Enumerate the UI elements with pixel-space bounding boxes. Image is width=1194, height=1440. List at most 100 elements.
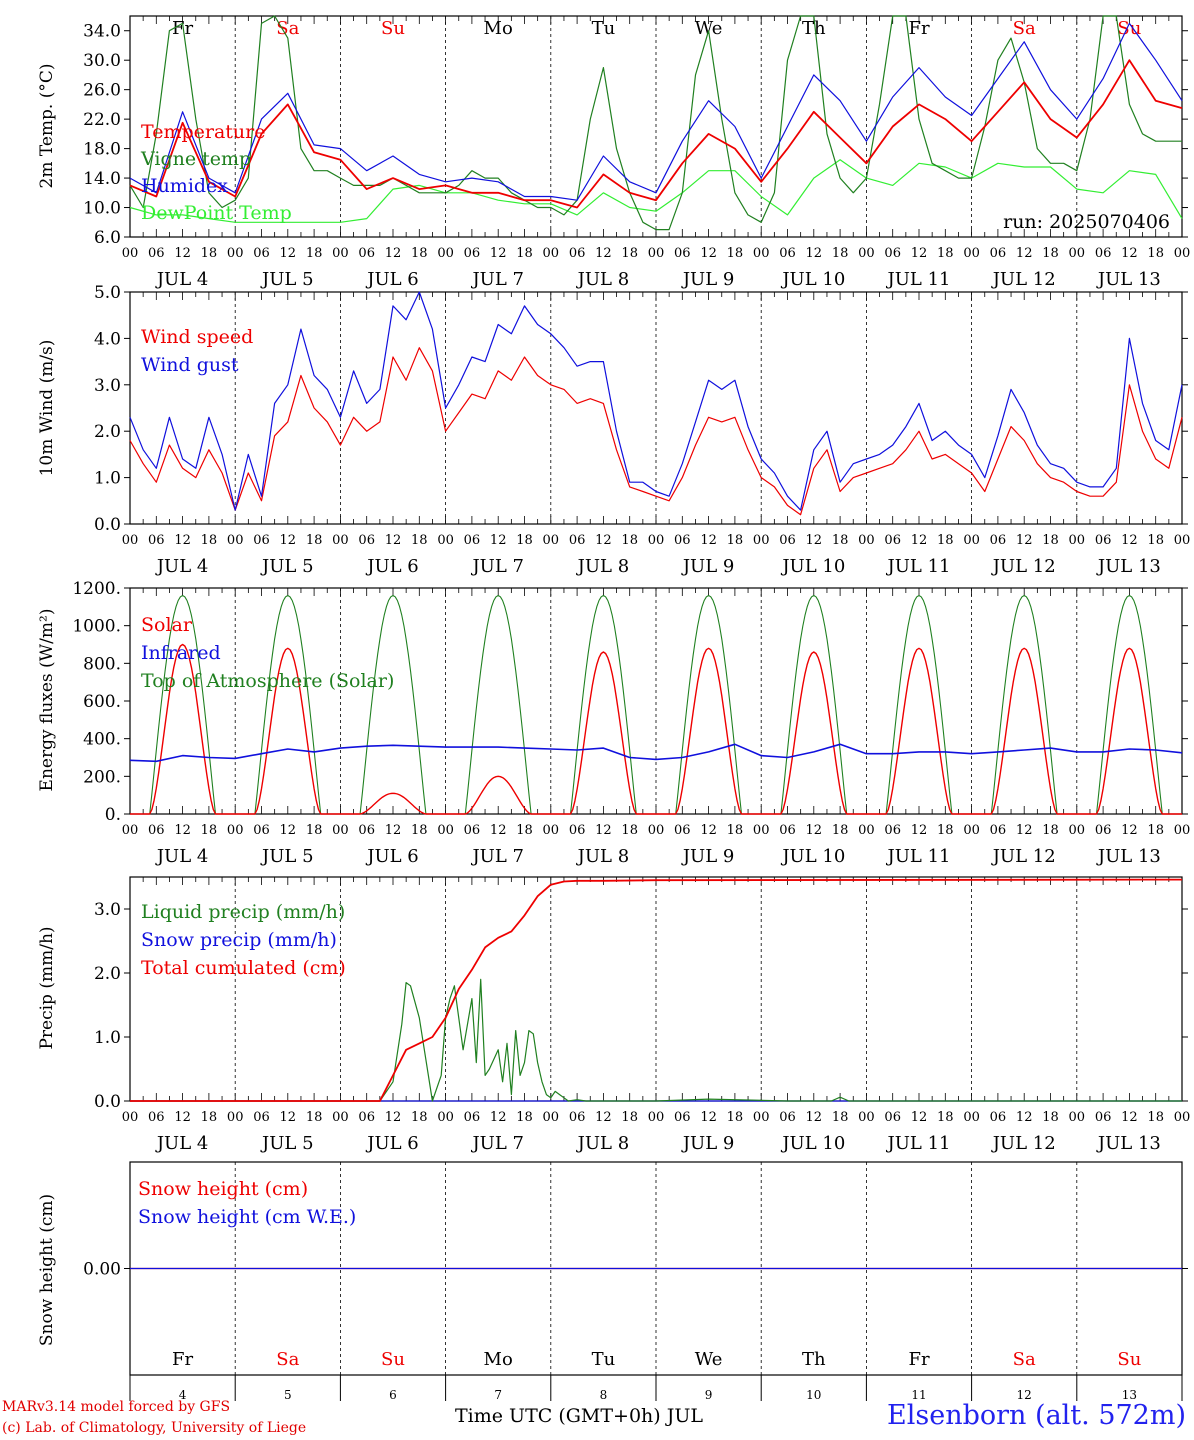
hour-label: 00 [437,533,454,548]
hour-label: 18 [832,246,849,261]
weekday-label: Sa [1013,18,1036,39]
hour-label: 06 [990,1110,1007,1125]
hour-label: 18 [937,1110,954,1125]
legend-entry: Snow height (cm) [138,1178,308,1200]
day-date-label: JUL 9 [681,269,735,290]
hour-label: 00 [963,823,980,838]
hour-label: 06 [779,823,796,838]
day-date-label: JUL 9 [681,556,735,577]
day-date-label: JUL 6 [365,1133,419,1154]
y-tick-label: 18.0 [83,140,121,160]
day-date-label: JUL 12 [991,556,1056,577]
hour-label: 00 [543,823,560,838]
hour-label: 06 [253,1110,270,1125]
legend-entry: Humidex [141,175,228,197]
day-date-label: JUL 11 [886,846,951,867]
day-date-label: JUL 5 [260,846,314,867]
day-date-label: JUL 12 [991,846,1056,867]
hour-label: 00 [753,246,770,261]
hour-label: 18 [516,246,533,261]
hour-label: 06 [464,246,481,261]
legend-entry: DewPoint Temp [141,202,292,224]
hour-label: 18 [832,823,849,838]
hour-label: 00 [1174,823,1191,838]
y-tick-label: 200. [83,767,121,787]
hour-label: 18 [727,1110,744,1125]
day-date-label: JUL 8 [576,556,630,577]
weekday-label: Tu [592,18,616,39]
hour-label: 18 [1147,1110,1164,1125]
hour-label: 18 [1042,246,1059,261]
hour-label: 00 [1069,823,1086,838]
y-tick-label: 600. [83,692,121,712]
hour-label: 06 [358,246,375,261]
hour-label: 00 [227,246,244,261]
hour-label: 12 [385,533,402,548]
hour-label: 12 [174,1110,191,1125]
hour-label: 06 [1095,533,1112,548]
y-tick-label: 800. [83,654,121,674]
hour-label: 00 [122,1110,139,1125]
legend-entry: Snow height (cm W.E.) [138,1206,356,1228]
y-tick-label: 2.0 [94,964,121,984]
hour-label: 00 [963,246,980,261]
day-number-label: 4 [179,1388,187,1402]
series-dewpoint-temp [129,159,1183,223]
y-tick-label: 400. [83,730,121,750]
hour-label: 00 [227,533,244,548]
hour-label: 06 [464,1110,481,1125]
y-axis-label: Precip (mm/h) [37,926,57,1049]
hour-label: 12 [280,246,297,261]
hour-label: 00 [332,823,349,838]
series-temperature [129,59,1183,209]
hour-label: 12 [174,823,191,838]
hour-label: 18 [516,1110,533,1125]
y-tick-label: 0.00 [83,1260,121,1280]
hour-label: 18 [411,246,428,261]
hour-label: 18 [306,1110,323,1125]
station-name: Elsenborn (alt. 572m) [887,1400,1186,1431]
day-date-label: JUL 7 [470,556,524,577]
hour-label: 12 [700,533,717,548]
hour-label: 12 [806,823,823,838]
y-axis-label: Snow height (cm) [37,1194,57,1346]
hour-label: 12 [490,1110,507,1125]
day-date-label: JUL 5 [260,556,314,577]
hour-label: 12 [385,823,402,838]
hour-label: 06 [779,533,796,548]
hour-label: 06 [464,823,481,838]
day-date-label: JUL 10 [780,1133,845,1154]
hour-label: 00 [753,823,770,838]
hour-label: 12 [174,533,191,548]
hour-label: 18 [411,1110,428,1125]
hour-label: 12 [490,823,507,838]
hour-label: 18 [1147,246,1164,261]
weekday-label: We [695,1349,723,1370]
weekday-label: Mo [484,1349,513,1370]
model-credit: MARv3.14 model forced by GFS [2,1399,231,1415]
hour-label: 12 [806,246,823,261]
hour-label: 00 [858,1110,875,1125]
hour-label: 06 [253,533,270,548]
hour-label: 12 [595,823,612,838]
hour-label: 18 [727,246,744,261]
hour-label: 06 [990,246,1007,261]
hour-label: 18 [306,246,323,261]
y-tick-label: 2.0 [94,422,121,442]
day-date-label: JUL 6 [365,556,419,577]
day-date-label: JUL 12 [991,1133,1056,1154]
y-tick-label: 5.0 [94,283,121,303]
weekday-label: Th [802,1349,826,1370]
hour-label: 06 [569,823,586,838]
hour-label: 18 [516,533,533,548]
hour-label: 00 [543,246,560,261]
weekday-label: Su [381,1349,405,1370]
hour-label: 18 [621,533,638,548]
copyright-credit: (c) Lab. of Climatology, University of L… [2,1420,307,1436]
hour-label: 18 [516,823,533,838]
day-date-label: JUL 8 [576,269,630,290]
hour-label: 00 [1174,533,1191,548]
day-number-label: 10 [806,1388,821,1402]
hour-label: 06 [1095,246,1112,261]
day-number-label: 12 [1017,1388,1032,1402]
